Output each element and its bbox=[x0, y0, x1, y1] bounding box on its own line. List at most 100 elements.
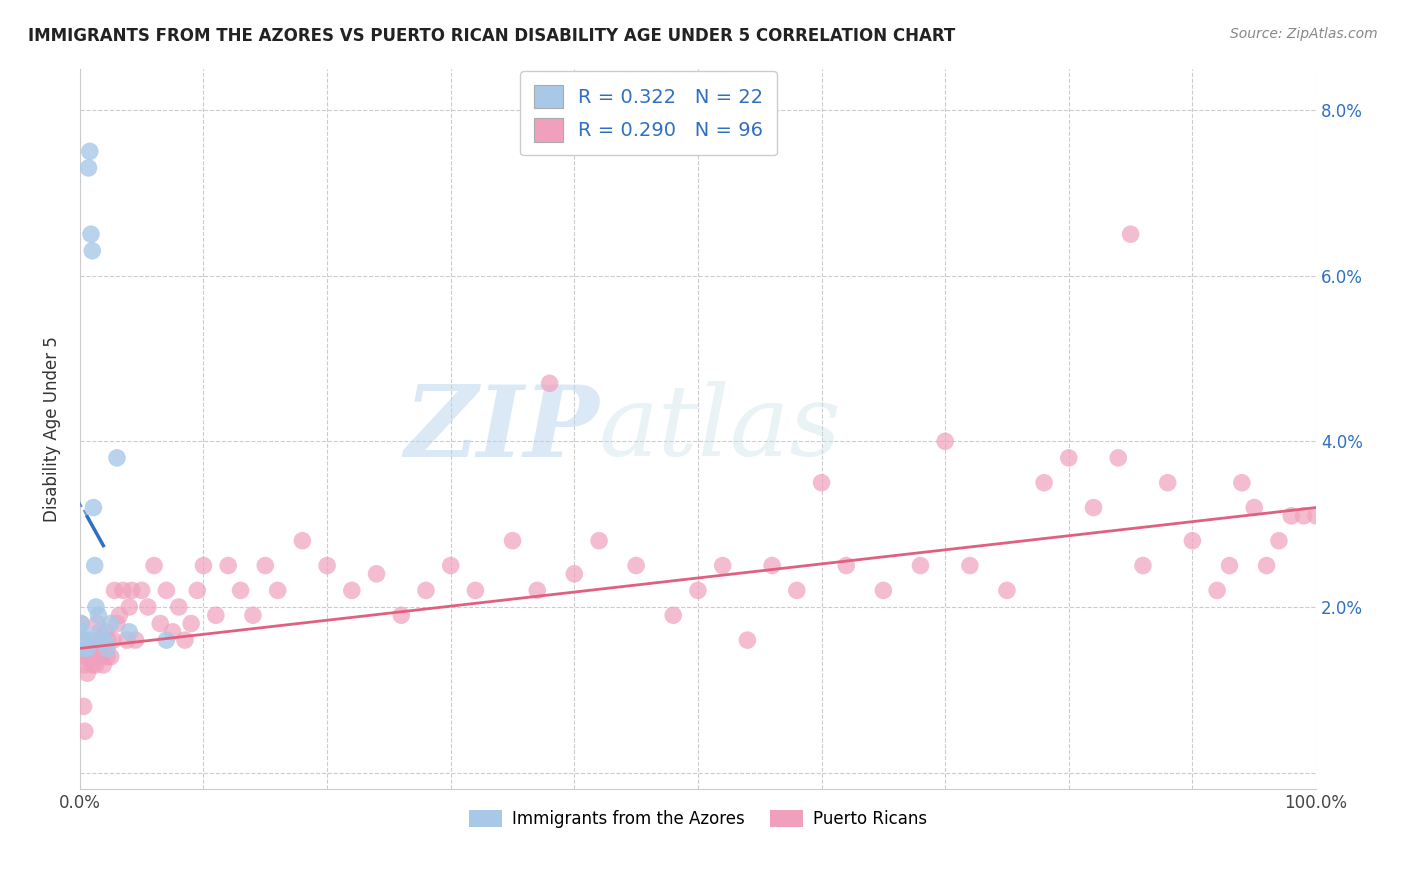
Point bbox=[100, 616, 122, 631]
Point bbox=[174, 633, 197, 648]
Point bbox=[180, 616, 202, 631]
Point bbox=[96, 649, 118, 664]
Point bbox=[934, 434, 956, 449]
Point bbox=[72, 649, 94, 664]
Point bbox=[100, 649, 122, 664]
Point bbox=[112, 583, 135, 598]
Point bbox=[73, 657, 96, 672]
Point bbox=[1107, 450, 1129, 465]
Point bbox=[83, 649, 105, 664]
Point bbox=[72, 633, 94, 648]
Point bbox=[502, 533, 524, 548]
Text: ZIP: ZIP bbox=[404, 381, 599, 477]
Point bbox=[1119, 227, 1142, 242]
Point bbox=[167, 599, 190, 614]
Point bbox=[810, 475, 832, 490]
Point bbox=[155, 583, 177, 598]
Point bbox=[82, 244, 104, 258]
Point bbox=[105, 450, 128, 465]
Point bbox=[538, 376, 561, 391]
Point bbox=[90, 649, 112, 664]
Point bbox=[79, 145, 101, 159]
Point bbox=[118, 599, 141, 614]
Point bbox=[93, 633, 115, 648]
Point bbox=[97, 633, 120, 648]
Point bbox=[1292, 508, 1315, 523]
Point bbox=[786, 583, 808, 598]
Point bbox=[96, 641, 118, 656]
Point bbox=[72, 624, 94, 639]
Point bbox=[149, 616, 172, 631]
Point bbox=[389, 608, 412, 623]
Point bbox=[1057, 450, 1080, 465]
Point bbox=[254, 558, 277, 573]
Point bbox=[72, 633, 94, 648]
Point bbox=[84, 657, 107, 672]
Point bbox=[84, 599, 107, 614]
Text: atlas: atlas bbox=[599, 381, 842, 476]
Point bbox=[1206, 583, 1229, 598]
Point bbox=[103, 583, 125, 598]
Point bbox=[1033, 475, 1056, 490]
Point bbox=[80, 633, 103, 648]
Point bbox=[162, 624, 184, 639]
Point bbox=[118, 624, 141, 639]
Point bbox=[73, 641, 96, 656]
Point bbox=[115, 633, 138, 648]
Point bbox=[588, 533, 610, 548]
Point bbox=[143, 558, 166, 573]
Point bbox=[959, 558, 981, 573]
Point bbox=[124, 633, 146, 648]
Point bbox=[662, 608, 685, 623]
Point bbox=[87, 641, 110, 656]
Point bbox=[83, 558, 105, 573]
Point bbox=[103, 633, 125, 648]
Point bbox=[87, 608, 110, 623]
Point bbox=[77, 161, 100, 175]
Point bbox=[205, 608, 228, 623]
Point bbox=[761, 558, 783, 573]
Point bbox=[72, 699, 94, 714]
Point bbox=[80, 227, 103, 242]
Point bbox=[1181, 533, 1204, 548]
Point bbox=[1218, 558, 1240, 573]
Point bbox=[1083, 500, 1105, 515]
Point bbox=[415, 583, 437, 598]
Point bbox=[93, 641, 115, 656]
Point bbox=[136, 599, 159, 614]
Point bbox=[686, 583, 709, 598]
Point bbox=[73, 724, 96, 739]
Point bbox=[82, 641, 104, 656]
Point bbox=[242, 608, 264, 623]
Point bbox=[70, 616, 93, 631]
Point bbox=[624, 558, 647, 573]
Point bbox=[155, 633, 177, 648]
Point bbox=[562, 566, 585, 581]
Point bbox=[737, 633, 759, 648]
Point bbox=[75, 641, 97, 656]
Point bbox=[340, 583, 363, 598]
Point bbox=[229, 583, 252, 598]
Text: Source: ZipAtlas.com: Source: ZipAtlas.com bbox=[1230, 27, 1378, 41]
Point bbox=[1256, 558, 1278, 573]
Y-axis label: Disability Age Under 5: Disability Age Under 5 bbox=[44, 336, 60, 522]
Point bbox=[93, 657, 115, 672]
Point bbox=[872, 583, 894, 598]
Point bbox=[76, 641, 98, 656]
Point bbox=[910, 558, 932, 573]
Point bbox=[217, 558, 239, 573]
Point bbox=[1156, 475, 1178, 490]
Point bbox=[105, 616, 128, 631]
Point bbox=[77, 641, 100, 656]
Point bbox=[995, 583, 1018, 598]
Point bbox=[711, 558, 734, 573]
Point bbox=[835, 558, 858, 573]
Point bbox=[121, 583, 143, 598]
Point bbox=[186, 583, 208, 598]
Point bbox=[1243, 500, 1265, 515]
Point bbox=[266, 583, 288, 598]
Point bbox=[1268, 533, 1291, 548]
Point bbox=[108, 608, 131, 623]
Point bbox=[1305, 508, 1327, 523]
Point bbox=[291, 533, 314, 548]
